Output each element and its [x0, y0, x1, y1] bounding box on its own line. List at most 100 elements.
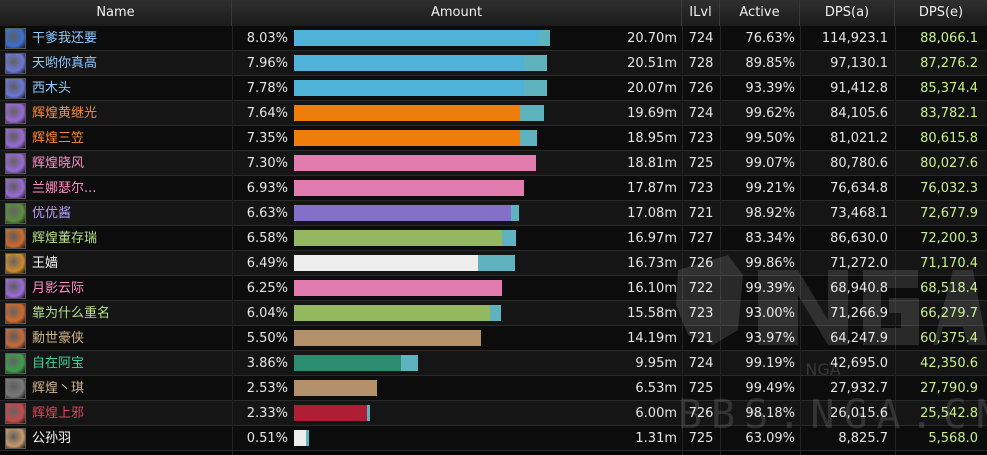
- dps-active: 86,630.0: [830, 231, 888, 246]
- player-name: 辉煌三笠: [32, 131, 85, 146]
- amount-bar: [294, 380, 377, 396]
- damage-amount: 20.07m: [627, 81, 677, 96]
- arcane-mage-icon: [5, 53, 26, 74]
- damage-percent: 8.03%: [246, 31, 288, 46]
- damage-amount: 16.10m: [627, 281, 677, 296]
- dps-effective: 85,374.4: [920, 81, 978, 96]
- table-row[interactable]: 王嫱 6.49% 16.73m 726 99.86% 71,272.0 71,170.4: [0, 251, 987, 276]
- player-name: 辉煌丶琪: [32, 381, 85, 396]
- amount-bar: [294, 130, 520, 146]
- dps-active: 71,272.0: [830, 256, 888, 271]
- warrior-icon: [5, 328, 26, 349]
- active-percent: 99.07%: [745, 156, 795, 171]
- dps-effective: 72,677.9: [920, 206, 978, 221]
- item-level: 726: [688, 81, 714, 96]
- amount-bar: [294, 280, 502, 296]
- table-row[interactable]: 自在阿宝 3.86% 9.95m 724 99.19% 42,695.0 42,350.6: [0, 351, 987, 376]
- amount-bar: [294, 430, 306, 446]
- item-level: 722: [688, 281, 714, 296]
- damage-percent: 6.58%: [246, 231, 288, 246]
- damage-percent: 2.33%: [246, 406, 288, 421]
- table-row[interactable]: 辉煌上邪 2.33% 6.00m 726 98.18% 26,015.6 25,542.8: [0, 401, 987, 426]
- damage-percent: 7.64%: [246, 106, 288, 121]
- dps-active: 27,932.7: [830, 381, 888, 396]
- column-divider: [232, 26, 233, 455]
- amount-bar-overlay: [367, 405, 370, 421]
- dps-effective: 71,170.4: [920, 256, 978, 271]
- active-percent: 99.50%: [745, 131, 795, 146]
- active-percent: 99.86%: [745, 256, 795, 271]
- dps-effective: 83,782.1: [920, 106, 978, 121]
- dps-active: 68,940.8: [830, 281, 888, 296]
- table-row[interactable]: 靠为什么重名 6.04% 15.58m 723 93.00% 71,266.9 66,279…: [0, 301, 987, 326]
- item-level: 723: [688, 181, 714, 196]
- dps-effective: 68,518.4: [920, 281, 978, 296]
- priest-icon: [5, 253, 26, 274]
- damage-amount: 17.08m: [627, 206, 677, 221]
- table-row[interactable]: 兰娜瑟尔... 6.93% 17.87m 723 99.21% 76,634.8 76,03…: [0, 176, 987, 201]
- watermark-url: BBS.NGA.CN: [678, 392, 987, 438]
- dps-active: 26,015.6: [830, 406, 888, 421]
- amount-bar-overlay: [401, 355, 418, 371]
- amount-bar-overlay: [511, 205, 519, 221]
- active-percent: 98.92%: [745, 206, 795, 221]
- player-name: 天哟你真高: [32, 56, 98, 71]
- priest-icon: [5, 428, 26, 449]
- player-name: 靠为什么重名: [32, 306, 111, 321]
- amount-bar: [294, 230, 502, 246]
- dps-active: 84,105.6: [830, 106, 888, 121]
- amount-bar: [294, 405, 367, 421]
- table-row[interactable]: 干爹我还要 8.03% 20.70m 724 76.63% 114,923.1 88,066…: [0, 26, 987, 51]
- damage-amount: 17.87m: [627, 181, 677, 196]
- hunter-icon: [5, 303, 26, 324]
- damage-amount: 19.69m: [627, 106, 677, 121]
- dps-active: 42,695.0: [830, 356, 888, 371]
- table-row[interactable]: 勳世豪侠 5.50% 14.19m 721 93.97% 64,247.9 60,375.4: [0, 326, 987, 351]
- dps-active: 81,021.2: [830, 131, 888, 146]
- damage-amount: 6.53m: [635, 381, 677, 396]
- table-row[interactable]: 辉煌晓风 7.30% 18.81m 725 99.07% 80,780.6 80,027.6: [0, 151, 987, 176]
- table-row[interactable]: 辉煌丶琪 2.53% 6.53m 725 99.49% 27,932.7 27,790.9: [0, 376, 987, 401]
- player-name: 辉煌上邪: [32, 406, 85, 421]
- header-dps-a[interactable]: DPS(a): [800, 0, 895, 26]
- header-ilvl[interactable]: ILvl: [682, 0, 720, 26]
- amount-bar: [294, 180, 524, 196]
- header-amount[interactable]: Amount: [232, 0, 682, 26]
- table-row[interactable]: 优优酱 6.63% 17.08m 721 98.92% 73,468.1 72,677.9: [0, 201, 987, 226]
- dps-effective: 66,279.7: [920, 306, 978, 321]
- item-level: 724: [688, 356, 714, 371]
- header-name[interactable]: Name: [0, 0, 232, 26]
- table-row[interactable]: 辉煌董存瑞 6.58% 16.97m 727 83.34% 86,630.0 72,200.…: [0, 226, 987, 251]
- table-row[interactable]: 月影云际 6.25% 16.10m 722 99.39% 68,940.8 68,518.4: [0, 276, 987, 301]
- damage-percent: 0.51%: [246, 431, 288, 446]
- active-percent: 99.19%: [745, 356, 795, 371]
- active-percent: 93.97%: [745, 331, 795, 346]
- amount-bar-overlay: [502, 230, 516, 246]
- dps-effective: 72,200.3: [920, 231, 978, 246]
- dps-effective: 5,568.0: [928, 431, 978, 446]
- amount-bar: [294, 305, 490, 321]
- active-percent: 99.39%: [745, 281, 795, 296]
- amount-bar: [294, 205, 511, 221]
- table-row[interactable]: 天哟你真高 7.96% 20.51m 728 89.85% 97,130.1 87,276.…: [0, 51, 987, 76]
- table-row[interactable]: 辉煌黄继光 7.64% 19.69m 724 99.62% 84,105.6 83,782.…: [0, 101, 987, 126]
- dps-effective: 76,032.3: [920, 181, 978, 196]
- header-active[interactable]: Active: [720, 0, 800, 26]
- damage-percent: 6.49%: [246, 256, 288, 271]
- table-row[interactable]: 辉煌三笠 7.35% 18.95m 723 99.50% 81,021.2 80,615.8: [0, 126, 987, 151]
- damage-amount: 18.81m: [627, 156, 677, 171]
- dps-active: 71,266.9: [830, 306, 888, 321]
- damage-percent: 6.04%: [246, 306, 288, 321]
- table-row[interactable]: 西木头 7.78% 20.07m 726 93.39% 91,412.8 85,374.4: [0, 76, 987, 101]
- amount-bar-overlay: [524, 80, 547, 96]
- dps-active: 8,825.7: [838, 431, 888, 446]
- column-divider: [895, 26, 896, 455]
- item-level: 726: [688, 406, 714, 421]
- active-percent: 76.63%: [745, 31, 795, 46]
- player-name: 月影云际: [32, 281, 85, 296]
- column-divider: [682, 26, 683, 455]
- table-row[interactable]: 公孙羽 0.51% 1.31m 725 63.09% 8,825.7 5,568.0: [0, 426, 987, 451]
- amount-bar: [294, 155, 536, 171]
- header-dps-e[interactable]: DPS(e): [918, 5, 964, 20]
- active-percent: 99.62%: [745, 106, 795, 121]
